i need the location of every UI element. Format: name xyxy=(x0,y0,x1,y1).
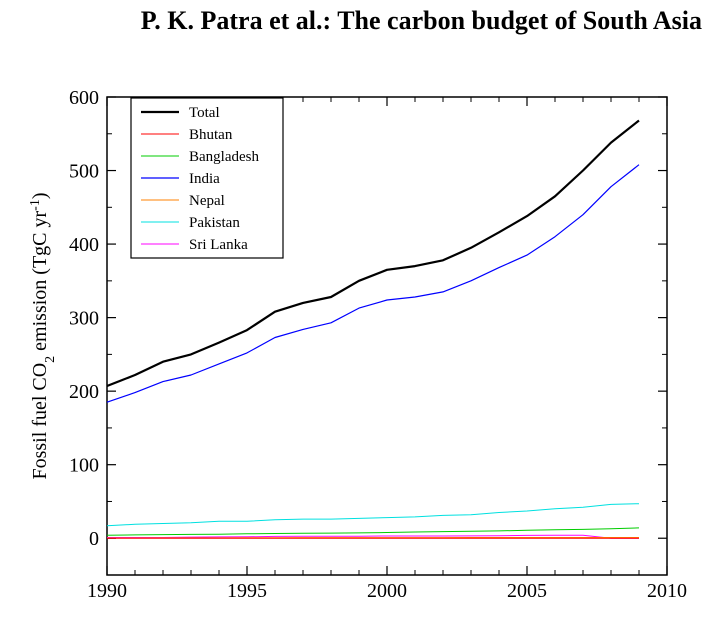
paper-header: P. K. Patra et al.: The carbon budget of… xyxy=(140,6,702,35)
y-tick-label: 0 xyxy=(89,528,99,550)
y-tick-label: 500 xyxy=(69,161,99,183)
x-tick-label: 1990 xyxy=(87,580,127,602)
x-tick-label: 2010 xyxy=(647,580,687,602)
legend-label: Pakistan xyxy=(189,215,240,231)
x-tick-label: 1995 xyxy=(227,580,267,602)
y-axis-label: Fossil fuel CO2 emission (TgC yr-1) xyxy=(28,192,58,479)
y-tick-label: 400 xyxy=(69,234,99,256)
legend-label: Sri Lanka xyxy=(189,237,248,253)
series-line-pakistan xyxy=(106,503,640,527)
x-tick-label: 2005 xyxy=(507,580,547,602)
series-line-india xyxy=(106,164,640,403)
legend-label: Total xyxy=(189,105,220,121)
legend-label: Nepal xyxy=(189,193,225,209)
y-tick-label: 300 xyxy=(69,308,99,330)
y-tick-label: 100 xyxy=(69,455,99,477)
legend: Total Bhutan Bangladesh India Nepal Pakistan S… xyxy=(130,97,284,259)
x-tick-label: 2000 xyxy=(367,580,407,602)
series-line-sri-lanka xyxy=(107,534,639,539)
legend-label: Bangladesh xyxy=(189,149,259,165)
ticks: 1990 1995 2000 2005 2010 0 100 200 300 400 500 600 xyxy=(69,87,687,602)
series-line-total xyxy=(106,119,640,388)
series-lines xyxy=(106,119,640,539)
y-tick-label: 200 xyxy=(69,381,99,403)
legend-label: India xyxy=(189,171,220,187)
legend-label: Bhutan xyxy=(189,127,233,143)
y-tick-label: 600 xyxy=(69,87,99,109)
y-axis-label-text: Fossil fuel CO2 emission (TgC yr-1) xyxy=(28,192,58,479)
series-line-bangladesh xyxy=(106,527,640,536)
